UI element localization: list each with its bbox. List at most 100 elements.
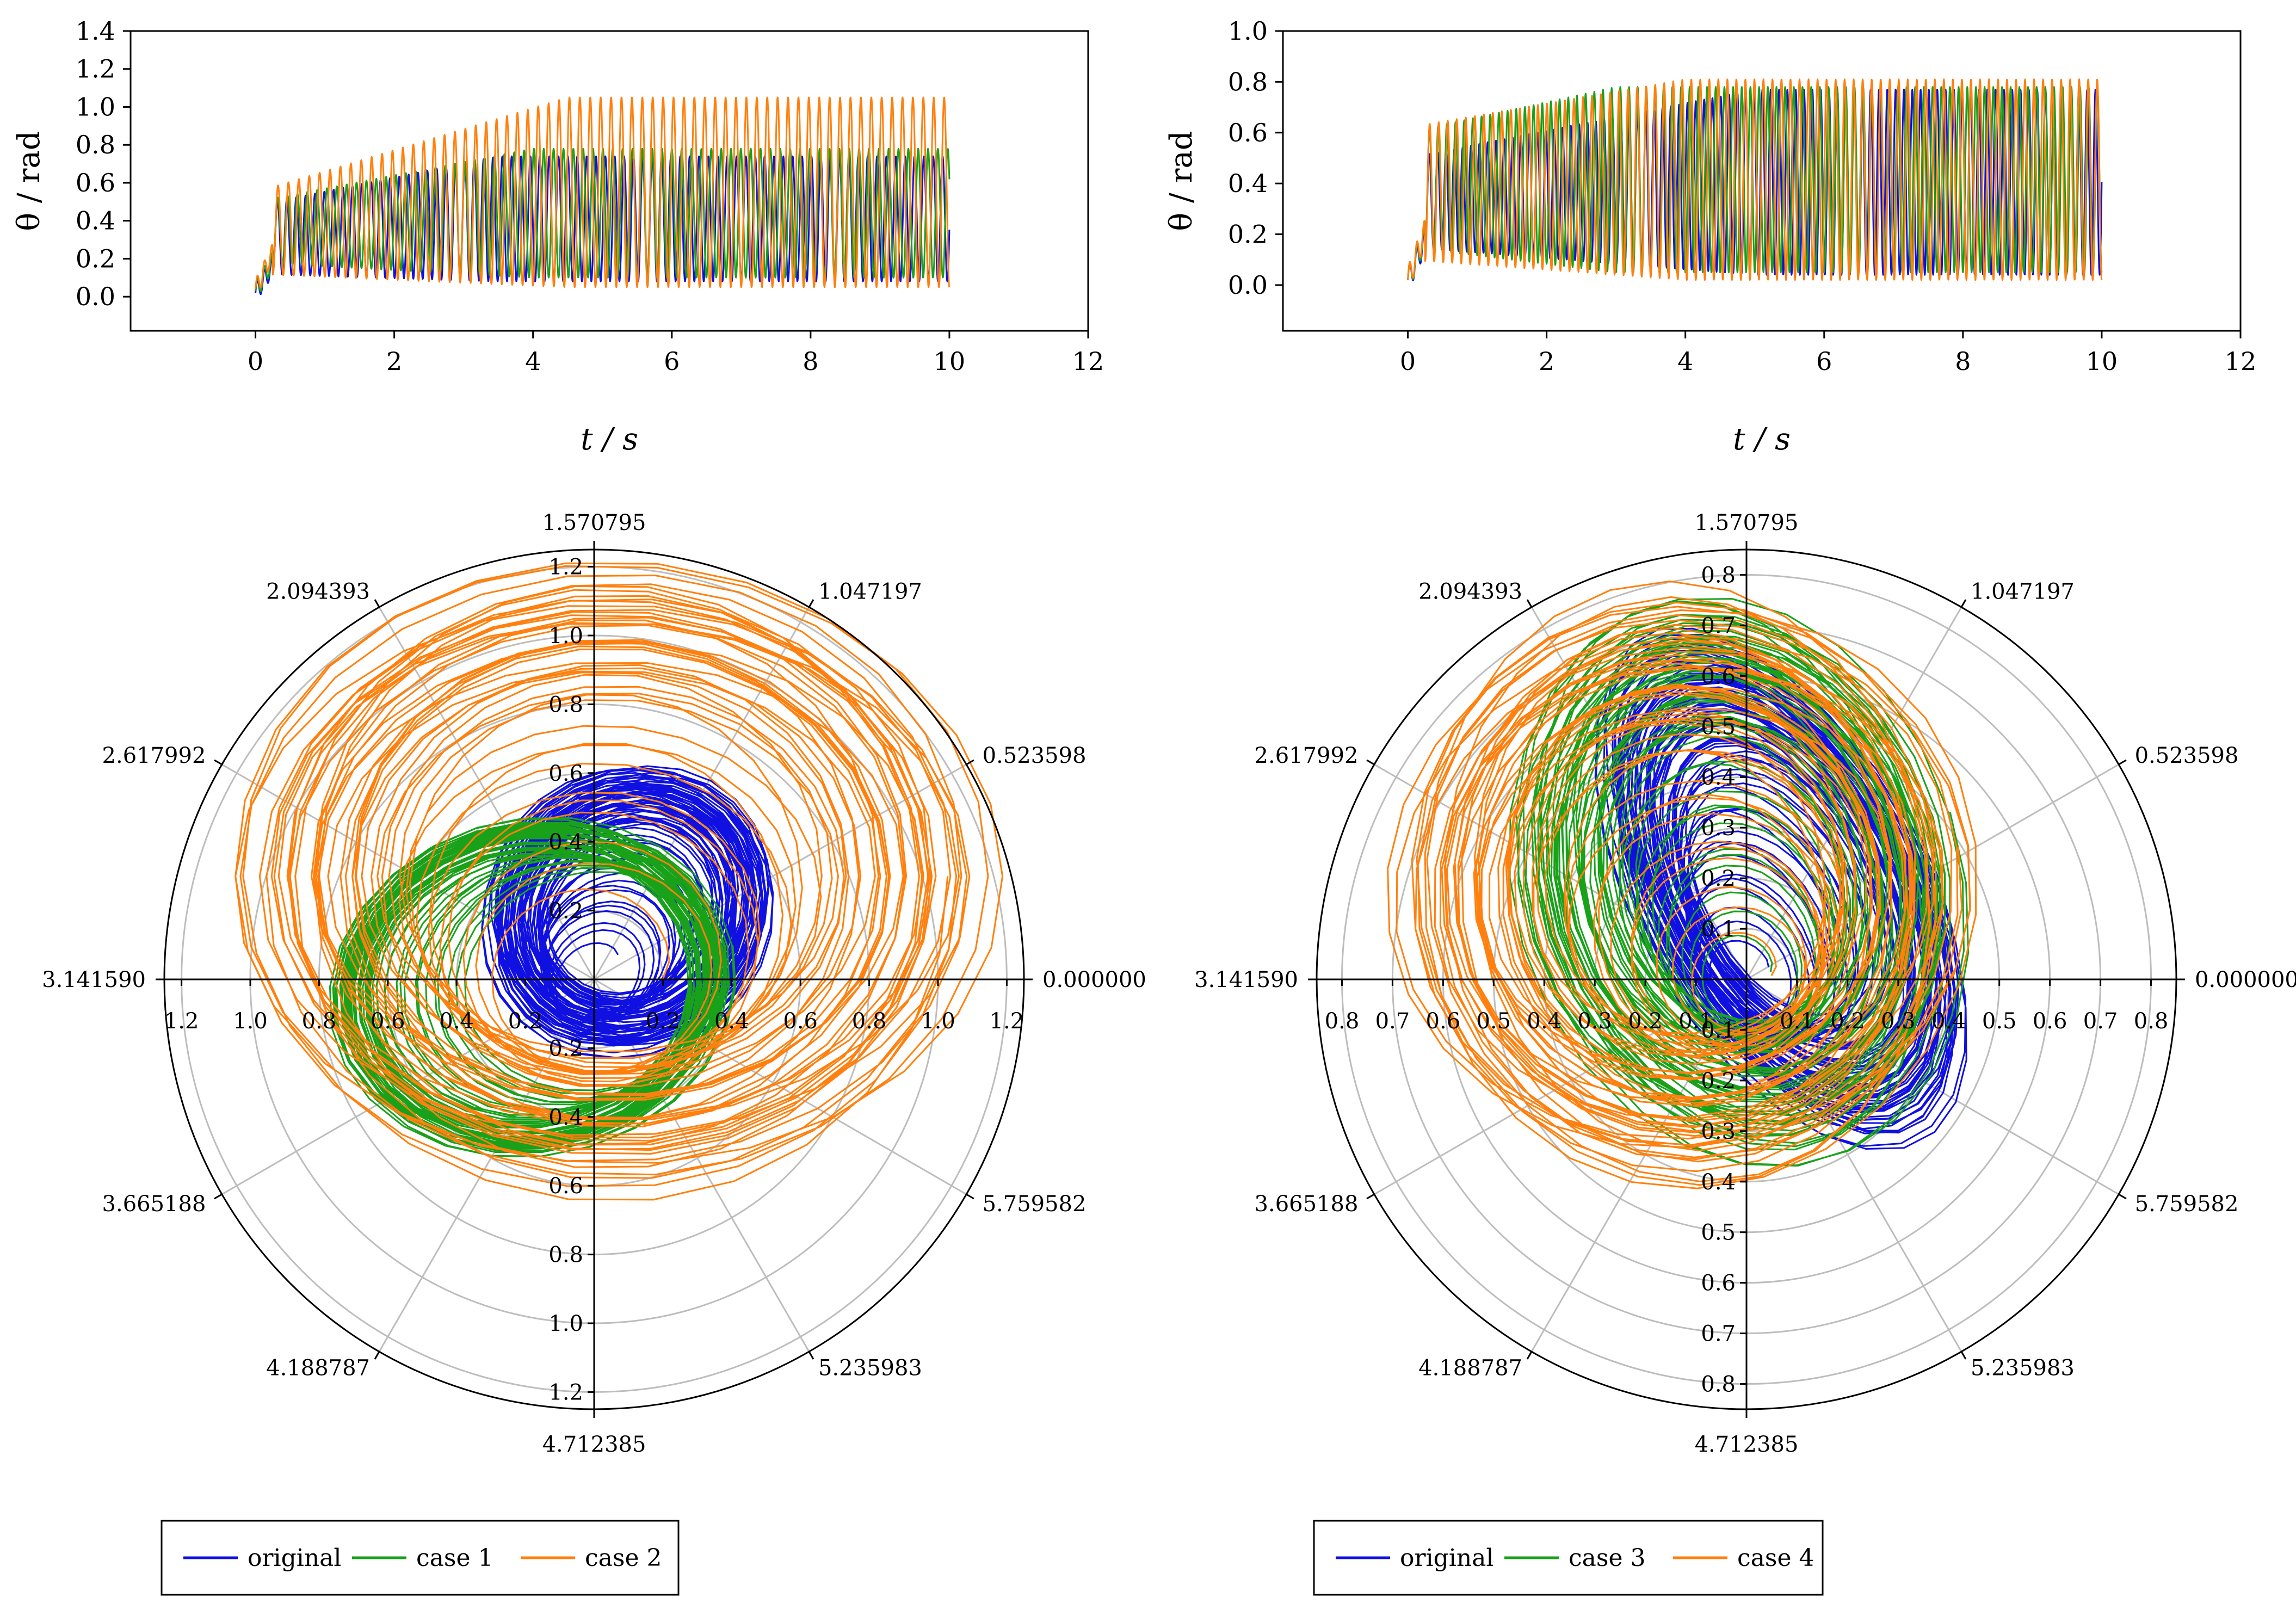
radial-tick-label: 0.4: [714, 1009, 749, 1034]
x-tick-label: 0: [1400, 347, 1416, 376]
x-tick-label: 12: [1072, 347, 1104, 376]
x-axis-label: t / s: [581, 422, 638, 457]
polar-plot-left: 0.000000 0.523598 1.047197 1.570795 2.094393…: [42, 510, 1146, 1457]
angle-tick: [214, 759, 223, 766]
legend-label: case 3: [1569, 1544, 1645, 1572]
y-tick-label: 0.4: [76, 206, 115, 236]
radial-tick-label: 0.7: [1701, 613, 1736, 638]
polar-plot-right: 0.000000 0.523598 1.047197 1.570795 2.094393…: [1194, 510, 2296, 1457]
angle-tick: [1526, 599, 1533, 608]
radial-tick-label: 0.2: [1830, 1009, 1865, 1034]
polar-series-case-1: [329, 817, 737, 1157]
angle-tick: [2118, 1193, 2127, 1200]
radial-tick-label: 1.0: [921, 1009, 955, 1034]
angle-label: 2.094393: [266, 579, 370, 604]
radial-tick-label: 0.1: [1701, 1018, 1736, 1043]
series-line-case-4: [1407, 78, 2103, 281]
y-tick-label: 0.6: [1228, 118, 1268, 147]
legend-label: case 1: [416, 1544, 493, 1572]
legend-label: original: [1400, 1544, 1493, 1572]
angle-label: 4.712385: [542, 1432, 646, 1457]
angle-label: 5.235983: [818, 1356, 922, 1381]
radial-tick-label: 0.1: [1678, 1009, 1713, 1034]
radial-tick-label: 0.6: [371, 1009, 405, 1034]
x-tick-label: 2: [386, 347, 402, 376]
legend-label: case 2: [585, 1544, 662, 1572]
time-series-left: 0 2 4 6 8 10 12 0.0 0.2 0.4 0.6 0.8 1.0 1.2 1.4 t / s θ …: [11, 16, 1104, 457]
y-axis-label: θ / rad: [1164, 131, 1199, 231]
angle-label: 2.617992: [1255, 743, 1359, 768]
y-tick-label: 0.0: [76, 282, 115, 311]
angle-label: 1.570795: [1695, 510, 1799, 535]
radial-tick-label: 0.2: [1701, 866, 1736, 891]
radial-tick-label: 0.6: [548, 1174, 583, 1199]
grid-spoke: [378, 979, 595, 1352]
angle-label: 4.712385: [1695, 1432, 1799, 1457]
x-tick-label: 10: [2086, 347, 2118, 376]
x-tick-label: 6: [664, 347, 680, 376]
radial-tick-label: 0.1: [1701, 917, 1736, 942]
angle-tick: [1960, 599, 1967, 608]
angle-tick: [808, 599, 814, 608]
radial-tick-label: 0.4: [439, 1009, 474, 1034]
legend-right: original case 3 case 4: [1313, 1520, 1824, 1596]
legend-label: case 4: [1737, 1544, 1814, 1572]
radial-tick-label: 0.5: [1701, 714, 1736, 739]
plot-frame: [129, 30, 1089, 332]
radial-tick-label: 0.6: [548, 761, 583, 786]
y-tick-label: 1.2: [76, 54, 115, 84]
x-tick-label: 10: [934, 347, 966, 376]
radial-tick-label: 0.7: [1701, 1322, 1736, 1347]
legend-frame: [1313, 1520, 1824, 1596]
x-tick-label: 0: [248, 347, 263, 376]
angle-tick: [374, 1351, 380, 1360]
radial-tick-label: 0.8: [1701, 563, 1736, 588]
radial-tick-label: 0.7: [2083, 1009, 2118, 1034]
angle-tick: [1960, 1351, 1967, 1360]
y-axis-label: θ / rad: [11, 131, 47, 231]
radial-tick-label: 0.7: [1375, 1009, 1410, 1034]
radial-tick-label: 0.1: [1780, 1009, 1814, 1034]
angle-label: 4.188787: [1418, 1356, 1522, 1381]
angle-label: 3.141590: [42, 967, 146, 992]
radial-tick-label: 1.2: [990, 1009, 1024, 1034]
radial-tick-label: 1.0: [548, 1311, 583, 1336]
radial-tick-label: 0.4: [548, 1105, 583, 1130]
y-tick-label: 0.6: [76, 168, 115, 198]
angle-label: 2.617992: [102, 743, 206, 768]
radial-tick-label: 0.4: [1931, 1009, 1966, 1034]
radial-tick-label: 0.4: [1527, 1009, 1561, 1034]
radial-tick-label: 1.2: [164, 1009, 199, 1034]
radial-tick-label: 0.6: [1701, 664, 1736, 689]
angle-label: 4.188787: [266, 1356, 370, 1381]
y-tick-label: 1.4: [76, 16, 115, 46]
angle-label: 5.759582: [983, 1192, 1087, 1217]
angle-label: 2.094393: [1418, 579, 1522, 604]
angle-tick: [374, 599, 380, 608]
radial-tick-label: 0.2: [508, 1009, 543, 1034]
radial-tick-label: 0.2: [548, 899, 583, 924]
radial-tick-label: 0.6: [1426, 1009, 1461, 1034]
x-axis-label: t / s: [1733, 422, 1791, 457]
angle-tick: [1526, 1351, 1533, 1360]
angle-tick: [1366, 1193, 1375, 1200]
y-tick-label: 0.8: [76, 130, 115, 159]
angle-tick: [966, 1193, 974, 1200]
radial-tick-label: 0.8: [548, 692, 583, 717]
series-line-case-2: [255, 96, 951, 289]
radial-tick-label: 0.4: [1701, 765, 1736, 790]
radial-tick-label: 0.2: [548, 1036, 583, 1061]
radial-tick-label: 0.5: [1476, 1009, 1511, 1034]
y-tick-label: 0.4: [1228, 169, 1268, 198]
angle-label: 1.047197: [1971, 579, 2075, 604]
x-tick-label: 4: [1677, 347, 1693, 376]
polar-series-case-2: [234, 562, 1004, 1201]
radial-tick-label: 0.2: [1701, 1069, 1736, 1094]
radial-tick-label: 1.0: [233, 1009, 268, 1034]
legend-frame: [161, 1520, 680, 1596]
series-line-case-3: [1407, 86, 2103, 280]
angle-label: 5.235983: [1971, 1356, 2075, 1381]
radial-tick-label: 0.8: [1325, 1009, 1360, 1034]
plot-frame: [1282, 30, 2242, 332]
